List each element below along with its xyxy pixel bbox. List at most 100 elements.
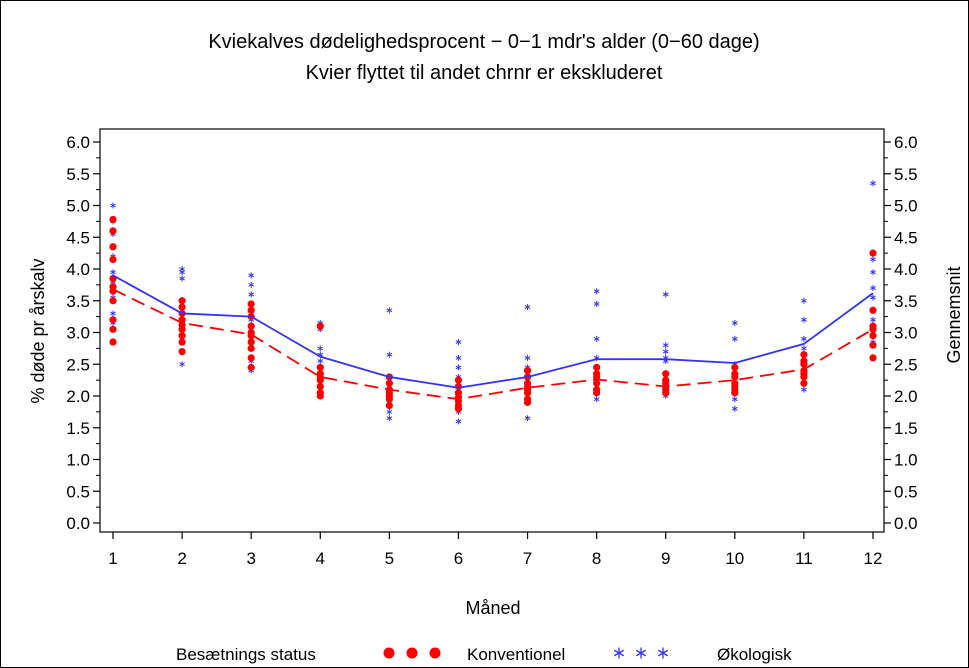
okologisk-point bbox=[593, 300, 600, 307]
star-stroke bbox=[386, 409, 393, 414]
y2-tick-label: 4.0 bbox=[894, 260, 918, 279]
star-stroke bbox=[731, 321, 738, 325]
star-stroke bbox=[179, 276, 185, 281]
konventionel-point bbox=[109, 338, 117, 346]
y2-tick-label: 3.0 bbox=[894, 324, 918, 343]
okologisk-point bbox=[110, 269, 116, 276]
star-stroke bbox=[386, 352, 393, 357]
legend-star bbox=[613, 647, 625, 659]
star-stroke bbox=[731, 397, 738, 402]
konventionel-point bbox=[316, 363, 324, 372]
x-tick-label: 1 bbox=[108, 549, 117, 568]
y2-tick-label: 5.0 bbox=[894, 197, 918, 216]
x-axis-label: Måned bbox=[465, 598, 520, 618]
legend-dot bbox=[406, 647, 418, 659]
konventionel-point bbox=[247, 300, 255, 308]
star-stroke bbox=[455, 365, 462, 370]
y-tick-label: 0.5 bbox=[66, 482, 90, 501]
star-stroke bbox=[248, 282, 255, 287]
star-stroke bbox=[110, 270, 116, 275]
star-stroke bbox=[635, 649, 647, 657]
okologisk-point bbox=[801, 316, 807, 323]
star-stroke bbox=[593, 301, 600, 306]
konventionel-point bbox=[800, 351, 808, 359]
konventionel-point bbox=[662, 370, 670, 378]
star-stroke bbox=[110, 311, 116, 316]
x-tick-label: 5 bbox=[385, 549, 394, 568]
star-stroke bbox=[870, 317, 876, 322]
konventionel-point bbox=[800, 360, 808, 368]
konventionel-point bbox=[731, 389, 739, 397]
series-layer bbox=[109, 180, 877, 425]
konventionel-point bbox=[385, 379, 393, 387]
y2-tick-label: 1.5 bbox=[894, 419, 918, 438]
okologisk-point bbox=[524, 304, 531, 311]
okologisk-point bbox=[455, 418, 462, 425]
okologisk-point bbox=[179, 361, 185, 368]
okologisk-point bbox=[524, 354, 531, 361]
star-stroke bbox=[524, 416, 531, 421]
okologisk-point bbox=[248, 291, 255, 298]
okologisk-point bbox=[179, 269, 185, 276]
star-stroke bbox=[455, 419, 462, 424]
konventionel-point bbox=[316, 322, 324, 330]
star-stroke bbox=[248, 273, 255, 278]
okologisk-point bbox=[870, 316, 876, 323]
konventionel-point bbox=[178, 338, 186, 346]
star-stroke bbox=[179, 270, 185, 275]
konventionel-point bbox=[109, 243, 117, 251]
konventionel-point bbox=[109, 215, 117, 224]
x-tick-label: 8 bbox=[592, 549, 601, 568]
star-stroke bbox=[179, 362, 185, 367]
konventionel-point bbox=[109, 227, 117, 235]
star-stroke bbox=[870, 257, 876, 262]
okologisk-point bbox=[455, 339, 462, 346]
star-stroke bbox=[801, 317, 807, 322]
okologisk-point bbox=[317, 358, 324, 365]
konventionel-point bbox=[523, 389, 532, 397]
y-tick-label: 1.5 bbox=[66, 419, 90, 438]
x-tick-label: 6 bbox=[454, 549, 463, 568]
y-tick-label: 2.0 bbox=[66, 387, 90, 406]
chart-subtitle: Kvier flyttet til andet chrnr er eksklud… bbox=[306, 62, 663, 84]
y2-tick-label: 1.0 bbox=[894, 451, 918, 470]
konventionel-point bbox=[109, 316, 117, 324]
legend-dot bbox=[383, 647, 395, 659]
okologisk-point bbox=[386, 415, 393, 422]
x-tick-label: 11 bbox=[795, 549, 813, 568]
okologisk-point bbox=[870, 256, 876, 263]
okologisk-point bbox=[386, 307, 393, 314]
okologisk-point bbox=[179, 275, 185, 282]
konventionel-point bbox=[316, 392, 324, 400]
konventionel-point bbox=[385, 395, 393, 403]
konventionel-point bbox=[247, 332, 255, 340]
okologisk-point bbox=[801, 297, 807, 304]
konventionel-point bbox=[454, 376, 463, 384]
star-stroke bbox=[110, 203, 116, 208]
konventionel-point bbox=[869, 341, 877, 349]
okologisk-point bbox=[386, 351, 393, 358]
legend-konventionel-marker bbox=[383, 647, 441, 659]
y-tick-label: 1.0 bbox=[66, 451, 90, 470]
konventionel-point bbox=[454, 405, 463, 413]
konventionel-point bbox=[523, 398, 532, 406]
star-stroke bbox=[870, 270, 876, 275]
star-stroke bbox=[524, 355, 531, 360]
legend-title: Besætnings status bbox=[176, 645, 316, 664]
y-tick-label: 6.0 bbox=[66, 133, 90, 152]
y2-tick-label: 0.0 bbox=[894, 514, 918, 533]
okologisk-point bbox=[110, 310, 116, 317]
y-tick-label: 4.0 bbox=[66, 260, 90, 279]
konventionel-point bbox=[247, 354, 255, 362]
x-tick-label: 4 bbox=[316, 549, 325, 568]
series-okologisk-points bbox=[110, 180, 876, 425]
okologisk-point bbox=[593, 288, 600, 295]
y2-tick-label: 5.5 bbox=[894, 165, 918, 184]
konventionel-point bbox=[247, 338, 255, 346]
y2-tick-label: 0.5 bbox=[894, 482, 918, 501]
star-stroke bbox=[801, 387, 807, 392]
star-stroke bbox=[455, 340, 462, 344]
chart-title: Kviekalves dødelighedsprocent − 0−1 mdr'… bbox=[208, 31, 759, 53]
okologisk-point bbox=[455, 354, 462, 361]
